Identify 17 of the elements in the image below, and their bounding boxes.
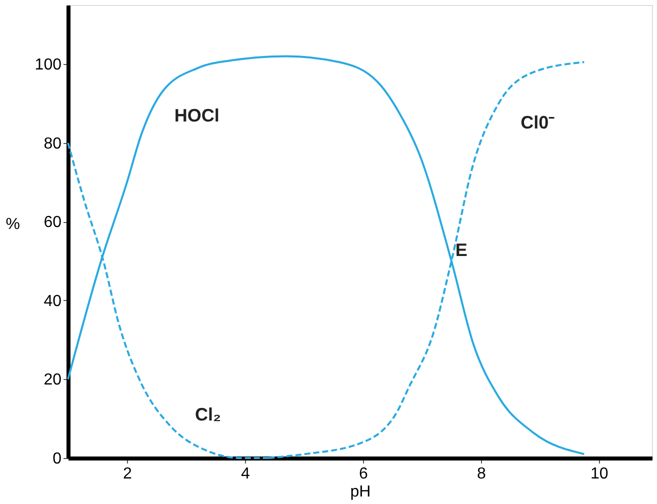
x-tick-label: 6 bbox=[358, 466, 368, 482]
annotation: E bbox=[455, 240, 468, 260]
x-tick-label: 4 bbox=[241, 466, 250, 482]
y-axis-title: % bbox=[6, 216, 20, 233]
series-label: Cl0⁻ bbox=[520, 112, 555, 132]
x-tick-label: 8 bbox=[476, 466, 486, 482]
x-axis-title: pH bbox=[350, 484, 371, 500]
y-tick-label: 100 bbox=[34, 56, 62, 74]
y-tick-label: 40 bbox=[44, 292, 62, 310]
y-tick-label: 60 bbox=[44, 214, 62, 232]
y-tick-label: 80 bbox=[44, 135, 62, 152]
x-tick-label: 10 bbox=[590, 466, 608, 482]
x-tick-label: 2 bbox=[123, 466, 132, 482]
y-tick-label: 20 bbox=[44, 372, 62, 389]
series-label: Cl₂ bbox=[195, 404, 222, 425]
y-tick-label: 0 bbox=[52, 450, 62, 468]
series-label: HOCl bbox=[174, 106, 220, 126]
